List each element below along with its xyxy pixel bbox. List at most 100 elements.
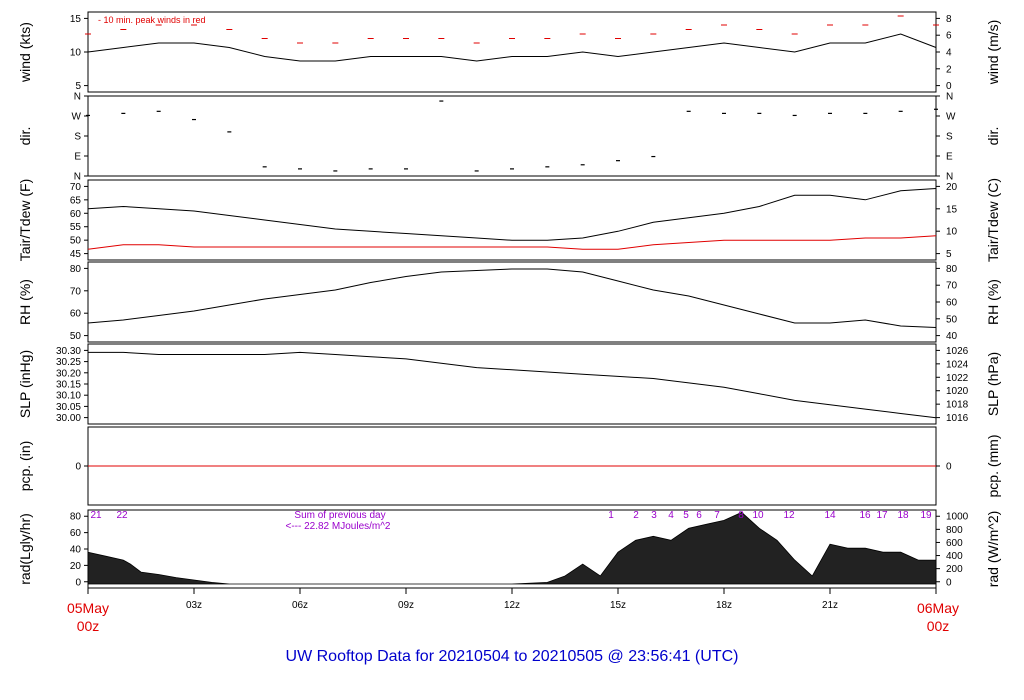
temp-ytick-left: 65: [70, 195, 82, 206]
rad-hour-mark: 21: [90, 510, 102, 521]
slp-ytick-left: 30.05: [56, 402, 81, 413]
dir-ytick-right: W: [946, 112, 956, 123]
rad-hour-mark: 14: [824, 510, 836, 521]
pcp-ytick-left: 0: [75, 462, 81, 473]
rh-frame: [87, 261, 937, 343]
x-tick-label: 21z: [822, 600, 838, 611]
rh-ytick-right: 70: [946, 281, 958, 292]
slp-ytick-right: 1026: [946, 346, 969, 357]
rad-ytick-left: 80: [70, 512, 82, 523]
wind-peak-note: - 10 min. peak winds in red: [98, 15, 206, 25]
rad-ytick-right: 200: [946, 564, 963, 575]
rad-ytick-right: 800: [946, 525, 963, 536]
rh-ytick-right: 80: [946, 264, 958, 275]
dir-ytick-right: N: [946, 92, 953, 103]
temp-ytick-left: 55: [70, 222, 82, 233]
rad-hour-mark: 6: [696, 510, 702, 521]
wind-ytick-right: 0: [946, 81, 952, 92]
x-end-label: 06May: [917, 600, 959, 616]
rad-hour-mark: 8: [738, 510, 744, 521]
rad-hour-mark: 10: [752, 510, 764, 521]
x-start-label-time: 00z: [77, 618, 100, 634]
rad-hour-mark: 5: [683, 510, 689, 521]
temp-ytick-right: 20: [946, 182, 958, 193]
rad-hour-mark: 19: [920, 510, 932, 521]
rad-hour-mark: 18: [897, 510, 909, 521]
slp-ytick-right: 1020: [946, 386, 969, 397]
rh-series-line: [87, 268, 937, 328]
rh-ytick-right: 40: [946, 331, 958, 342]
rh-ytick-right: 50: [946, 314, 958, 325]
slp-ytick-right: 1022: [946, 373, 969, 384]
wind-frame: [87, 11, 937, 93]
wind-ytick-left: 10: [70, 48, 82, 59]
x-tick-label: 12z: [504, 600, 520, 611]
dir-ytick-left: S: [74, 132, 81, 143]
pcp-ytick-right: 0: [946, 462, 952, 473]
wind-series-line: [87, 33, 937, 62]
rad-hour-mark: 22: [116, 510, 128, 521]
rad-hour-mark: 2: [633, 510, 639, 521]
dir-ytick-left: N: [74, 92, 81, 103]
temp-ytick-left: 70: [70, 182, 82, 193]
slp-ylabel-right: SLP (hPa): [985, 352, 1001, 416]
rh-ylabel-left: RH (%): [17, 279, 33, 325]
slp-ytick-left: 30.10: [56, 391, 81, 402]
rad-ytick-left: 0: [75, 577, 81, 588]
dir-frame: [87, 95, 937, 177]
rad-ylabel-right: rad (W/m^2): [985, 511, 1001, 588]
rad-ytick-left: 20: [70, 561, 82, 572]
x-end-label-time: 00z: [927, 618, 950, 634]
dir-ytick-right: E: [946, 152, 953, 163]
dir-ytick-left: E: [74, 152, 81, 163]
rad-hour-mark: 7: [714, 510, 720, 521]
slp-ytick-right: 1016: [946, 413, 969, 424]
rad-area: [87, 511, 937, 585]
slp-ytick-right: 1018: [946, 400, 969, 411]
rad-ytick-right: 400: [946, 551, 963, 562]
temp-ytick-left: 60: [70, 209, 82, 220]
rad-ytick-left: 40: [70, 545, 82, 556]
temp-frame: [87, 179, 937, 261]
wind-ytick-left: 5: [75, 81, 81, 92]
rad-sum-value: <--- 22.82 MJoules/m^2: [285, 521, 390, 532]
dir-ytick-left: N: [74, 172, 81, 183]
wind-ytick-right: 6: [946, 31, 952, 42]
pcp-ylabel-right: pcp. (mm): [985, 435, 1001, 498]
wind-ytick-right: 2: [946, 64, 952, 75]
rad-ylabel-left: rad(Lgly/hr): [17, 513, 33, 585]
rad-ytick-right: 1000: [946, 512, 969, 523]
temp-ytick-left: 50: [70, 236, 82, 247]
rad-ytick-right: 600: [946, 538, 963, 549]
temp-ylabel-right: Tair/Tdew (C): [985, 178, 1001, 262]
rh-ytick-left: 60: [70, 309, 82, 320]
dir-ytick-right: N: [946, 172, 953, 183]
chart-title: UW Rooftop Data for 20210504 to 20210505…: [285, 648, 739, 665]
wind-ytick-right: 8: [946, 14, 952, 25]
rh-ytick-right: 60: [946, 298, 958, 309]
x-tick-label: 06z: [292, 600, 308, 611]
dir-ytick-right: S: [946, 132, 953, 143]
x-tick-label: 09z: [398, 600, 414, 611]
slp-frame: [87, 343, 937, 425]
slp-ytick-left: 30.15: [56, 380, 81, 391]
rad-hour-mark: 17: [876, 510, 888, 521]
pcp-ylabel-left: pcp. (in): [17, 441, 33, 492]
slp-ytick-left: 30.25: [56, 357, 81, 368]
temp-series-line: [87, 188, 937, 241]
wind-ytick-left: 15: [70, 14, 82, 25]
slp-ytick-left: 30.00: [56, 413, 81, 424]
slp-series-line: [88, 351, 937, 419]
rad-hour-mark: 16: [859, 510, 871, 521]
title-wrap: UW Rooftop Data for 20210504 to 20210505…: [0, 648, 1024, 666]
rad-hour-mark: 12: [783, 510, 795, 521]
x-tick-label: 18z: [716, 600, 732, 611]
rad-hour-mark: 1: [608, 510, 614, 521]
rad-sum-label: Sum of previous day: [294, 510, 385, 521]
slp-ylabel-left: SLP (inHg): [17, 350, 33, 418]
x-start-label: 05May: [67, 600, 109, 616]
temp-ytick-right: 5: [946, 249, 952, 260]
rad-hour-mark: 3: [651, 510, 657, 521]
dir-ylabel-right: dir.: [985, 127, 1001, 146]
